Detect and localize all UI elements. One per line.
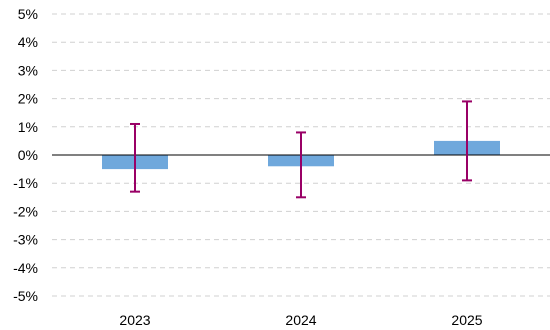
y-tick-label: 0%	[18, 147, 38, 163]
y-tick-label: 4%	[18, 34, 38, 50]
y-tick-label: 5%	[18, 6, 38, 22]
error-bar-2023	[130, 122, 140, 193]
y-tick-label: -4%	[13, 260, 38, 276]
error-bar-2025	[462, 100, 472, 182]
x-tick-label-2024: 2024	[285, 312, 316, 328]
x-axis-tick-labels: 2023 2024 2025	[119, 312, 482, 328]
y-tick-label: -2%	[13, 203, 38, 219]
error-bar-2024	[296, 131, 306, 199]
y-tick-label: -1%	[13, 175, 38, 191]
error-bars	[130, 100, 472, 199]
y-tick-label: -3%	[13, 232, 38, 248]
x-tick-label-2023: 2023	[119, 312, 150, 328]
y-tick-label: 3%	[18, 62, 38, 78]
y-tick-label: -5%	[13, 288, 38, 304]
y-tick-label: 2%	[18, 91, 38, 107]
y-tick-label: 1%	[18, 119, 38, 135]
y-axis-tick-labels: 5% 4% 3% 2% 1% 0% -1% -2% -3% -4% -5%	[13, 6, 38, 304]
x-tick-label-2025: 2025	[451, 312, 482, 328]
